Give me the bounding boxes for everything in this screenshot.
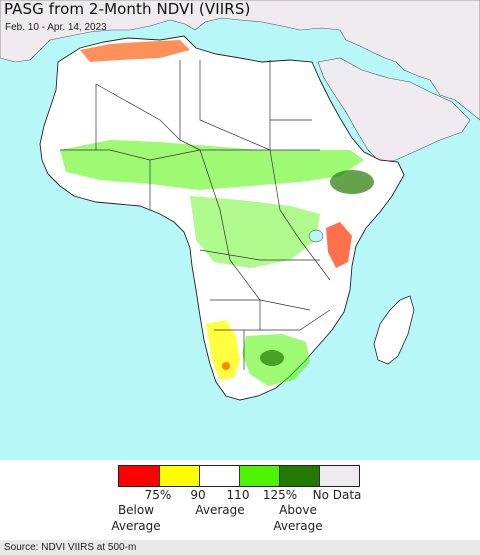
- ethiopia-high-above: [330, 170, 374, 194]
- date-range: Feb. 10 - Apr. 14, 2023: [5, 22, 107, 33]
- page-title: PASG from 2-Month NDVI (VIIRS): [4, 0, 251, 18]
- namibia-orange-spot: [222, 362, 230, 370]
- legend-caption-below-2: Average: [111, 519, 161, 533]
- legend-tick-125: 125%: [262, 488, 298, 502]
- legend-tick-no-data: No Data: [312, 488, 362, 502]
- source-footer: Source: NDVI VIIRS at 500-m: [0, 540, 480, 555]
- southern-africa-dark: [260, 350, 284, 366]
- madagascar: [373, 295, 415, 365]
- legend-swatch-well-below: [119, 466, 159, 486]
- legend-bar: [118, 465, 360, 487]
- maghreb-mixed: [80, 40, 190, 62]
- central-africa-patches: [190, 196, 320, 268]
- legend-caption-above-1: Above: [279, 503, 317, 517]
- legend-swatch-no-data: [319, 466, 359, 486]
- legend-tick-90: 90: [190, 488, 206, 502]
- eurasia-landmass: [0, 0, 480, 121]
- country-borders: [60, 60, 331, 370]
- legend-swatch-well-above: [279, 466, 319, 486]
- legend-caption-average: Average: [195, 503, 245, 517]
- sahel-above-average: [60, 140, 364, 190]
- africa-landmass: [39, 35, 405, 401]
- legend-caption-below-1: Below: [117, 503, 155, 517]
- legend-tick-110: 110: [226, 488, 250, 502]
- legend-swatch-average: [199, 466, 239, 486]
- legend-caption-above-2: Average: [273, 519, 323, 533]
- legend-swatch-above: [239, 466, 279, 486]
- lake-victoria: [308, 229, 324, 243]
- namibia-below-average: [206, 320, 240, 380]
- east-africa-below-average: [326, 222, 352, 268]
- legend-swatch-below: [159, 466, 199, 486]
- ndvi-map: [0, 0, 480, 460]
- arabian-peninsula: [317, 57, 471, 163]
- legend-tick-75: 75%: [144, 488, 172, 502]
